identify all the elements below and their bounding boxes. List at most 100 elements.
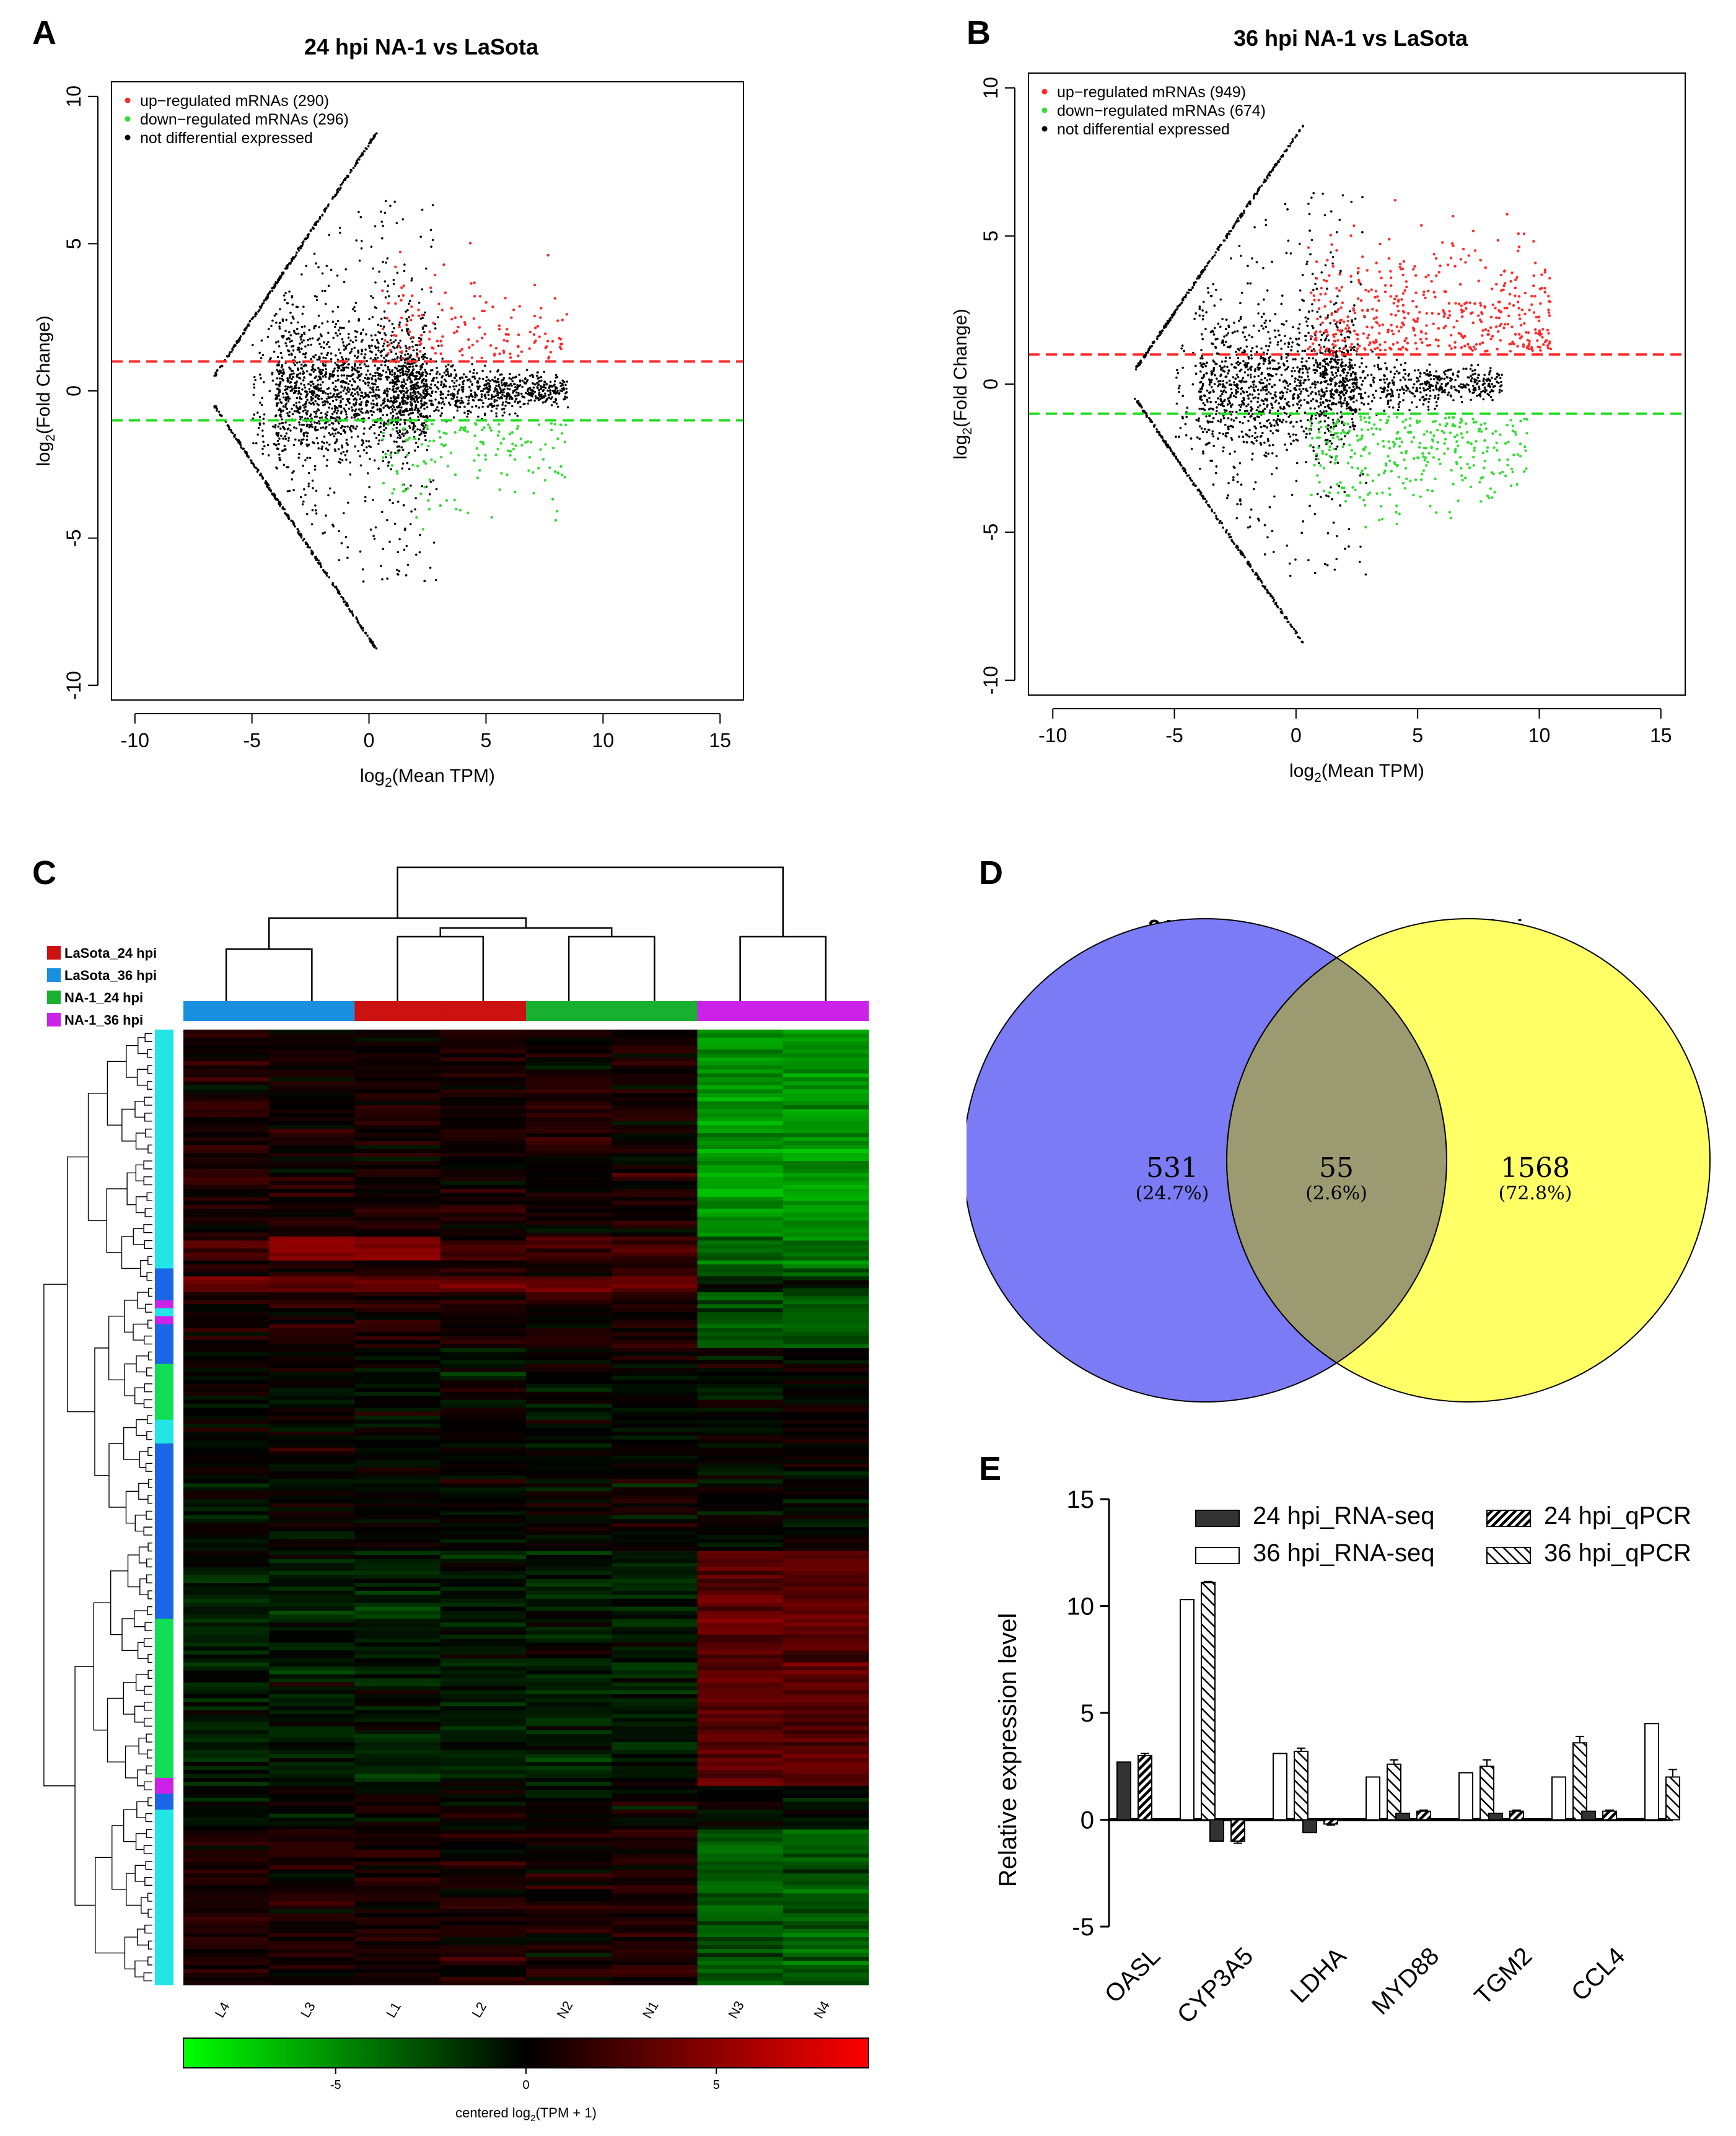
ns-point xyxy=(300,439,303,441)
ns-point xyxy=(372,643,375,646)
ns-point xyxy=(375,132,378,135)
ns-point xyxy=(1404,378,1406,381)
ns-point xyxy=(319,333,322,336)
ns-point xyxy=(412,427,415,430)
ns-point xyxy=(308,388,311,390)
ns-point xyxy=(1251,435,1253,437)
ns-point xyxy=(357,211,360,214)
ns-point xyxy=(429,481,432,483)
ns-point xyxy=(1488,373,1491,376)
ns-point xyxy=(1224,386,1227,389)
down-point xyxy=(408,436,411,439)
ns-point xyxy=(392,279,395,281)
ns-point xyxy=(1242,422,1244,424)
ns-point xyxy=(256,433,260,436)
ns-point xyxy=(302,434,305,437)
ma-points xyxy=(1133,125,1553,644)
ns-point xyxy=(382,345,385,348)
ns-point xyxy=(318,378,322,380)
ns-point xyxy=(512,392,514,394)
ns-point xyxy=(1289,337,1292,340)
ns-point xyxy=(405,370,408,373)
up-point xyxy=(411,314,414,317)
ns-point xyxy=(451,395,454,397)
ns-point xyxy=(295,382,298,384)
ns-point xyxy=(476,380,479,382)
ns-point xyxy=(382,434,385,437)
ns-point xyxy=(436,370,439,374)
ns-point xyxy=(1266,438,1269,440)
ns-point xyxy=(563,380,566,383)
ns-point xyxy=(331,395,334,398)
ns-point xyxy=(1198,314,1201,317)
ns-point xyxy=(230,351,233,353)
ns-point xyxy=(1202,452,1204,455)
ns-point xyxy=(331,382,335,384)
ns-point xyxy=(270,357,272,359)
down-point xyxy=(532,491,535,495)
ns-point xyxy=(388,540,391,543)
ns-point xyxy=(273,442,276,445)
ns-point xyxy=(278,501,280,504)
ns-point xyxy=(400,446,403,449)
ns-point xyxy=(305,443,308,446)
ns-point xyxy=(511,398,514,400)
ns-point xyxy=(359,626,362,628)
ns-point xyxy=(1275,419,1278,422)
ns-point xyxy=(314,222,317,225)
ns-point xyxy=(315,262,317,265)
ns-point xyxy=(243,328,246,331)
ns-point xyxy=(401,365,404,367)
ns-point xyxy=(341,444,343,447)
ns-point xyxy=(1200,333,1203,336)
ns-point xyxy=(1454,379,1457,382)
ns-point xyxy=(300,367,302,370)
x-axis: -10 -5 0 5 10 15 xyxy=(121,713,731,751)
ns-point xyxy=(424,369,426,371)
ns-point xyxy=(397,396,400,400)
ns-point xyxy=(1217,403,1220,406)
ns-point xyxy=(324,392,327,395)
ns-point xyxy=(1306,368,1309,371)
ns-point xyxy=(317,266,320,269)
ns-point xyxy=(343,407,346,410)
ns-point xyxy=(395,352,398,355)
ns-point xyxy=(267,484,270,487)
ns-point xyxy=(282,437,284,440)
ns-point xyxy=(426,449,429,452)
ns-point xyxy=(1330,486,1332,489)
ns-point xyxy=(1322,365,1324,367)
ns-point xyxy=(406,352,410,356)
ns-point xyxy=(397,572,399,576)
ns-point xyxy=(305,352,307,354)
ns-point xyxy=(416,396,419,400)
ns-point xyxy=(1212,408,1215,411)
ns-point xyxy=(317,403,320,406)
ns-point xyxy=(379,378,382,381)
ns-point xyxy=(538,389,540,392)
ns-point xyxy=(314,557,317,559)
ns-point xyxy=(403,421,406,424)
ns-point xyxy=(1223,335,1225,338)
ns-point xyxy=(263,381,265,383)
ns-point xyxy=(374,225,377,228)
ns-point xyxy=(447,363,450,366)
ns-point xyxy=(530,399,532,401)
ns-point xyxy=(475,405,478,408)
ns-point xyxy=(408,369,411,371)
ns-point xyxy=(394,408,397,411)
ns-point xyxy=(487,379,490,381)
ns-point xyxy=(1292,367,1295,369)
down-point xyxy=(481,428,484,432)
ns-point xyxy=(318,370,321,373)
ns-point xyxy=(537,371,539,374)
ns-point xyxy=(278,345,281,348)
ns-point xyxy=(1370,400,1374,403)
ns-point xyxy=(411,345,414,348)
ns-point xyxy=(418,419,420,421)
ns-point xyxy=(318,326,320,328)
ns-point xyxy=(1423,389,1426,392)
ns-point xyxy=(431,390,434,393)
ns-point xyxy=(322,569,325,572)
ns-point xyxy=(1195,419,1198,421)
